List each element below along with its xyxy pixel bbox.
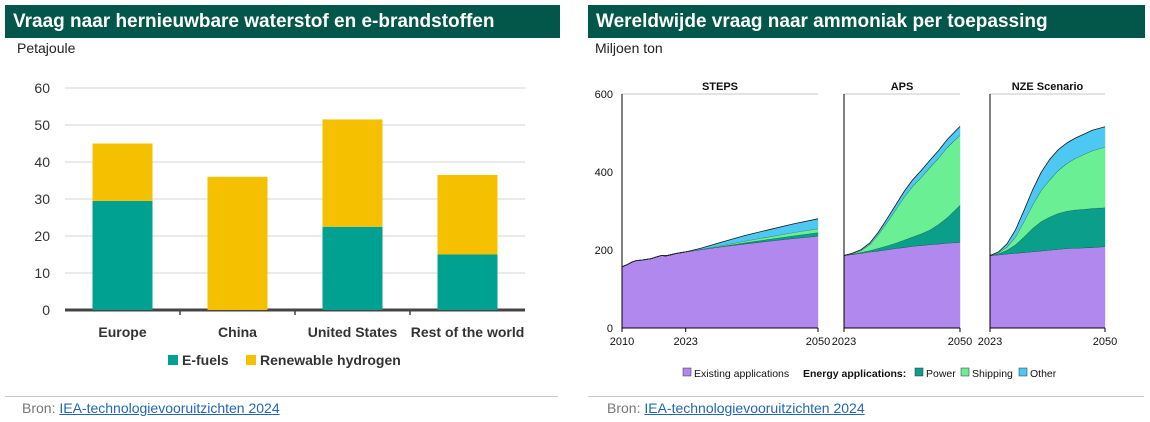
- y-tick-label: 0: [607, 323, 613, 335]
- bar-chart: 0 10 20 30 40 50 60 Europe China United States Res…: [34, 80, 525, 368]
- bar-renewable-hydrogen-china: [207, 176, 268, 310]
- legend-swatch-other: [1018, 367, 1028, 377]
- y-tick-label: 10: [34, 265, 50, 281]
- area-nze-scenario-existing-applications: [989, 246, 1106, 329]
- area-steps-existing-applications: [621, 235, 819, 329]
- y-tick-label: 40: [34, 154, 50, 170]
- x-tick-label: 2023: [978, 336, 1002, 348]
- panel-title-nze-scenario: NZE Scenario: [1012, 81, 1084, 93]
- area-edge: [621, 218, 819, 268]
- x-tick-label: 2023: [673, 336, 697, 348]
- legend-swatch-shipping: [960, 367, 970, 377]
- y-tick-label: 0: [42, 302, 50, 318]
- left-source-link[interactable]: IEA-technologievooruitzichten 2024: [59, 400, 280, 416]
- legend-swatch-e-fuels: [168, 355, 178, 365]
- legend-label-renewable-hydrogen: Renewable hydrogen: [260, 352, 401, 368]
- left-panel: Vraag naar hernieuwbare waterstof en e-b…: [0, 0, 560, 422]
- panel-title-aps: APS: [891, 81, 914, 93]
- bar-renewable-hydrogen-rest-of-the-world: [437, 174, 498, 255]
- left-unit-label: Petajoule: [17, 40, 76, 56]
- x-tick-label: Europe: [98, 324, 146, 340]
- x-tick-label: 2010: [610, 336, 634, 348]
- y-tick-label: 20: [34, 228, 50, 244]
- x-tick-label: 2023: [832, 336, 856, 348]
- x-tick-label: United States: [308, 324, 398, 340]
- y-tick-label: 200: [595, 245, 613, 257]
- legend-swatch-power: [914, 367, 924, 377]
- right-source-link[interactable]: IEA-technologievooruitzichten 2024: [644, 400, 865, 416]
- area-edge: [989, 126, 1106, 256]
- x-tick-label: China: [218, 324, 257, 340]
- legend-label-other: Other: [1030, 368, 1057, 380]
- bar-renewable-hydrogen-europe: [92, 143, 153, 201]
- area-aps-existing-applications: [843, 241, 961, 329]
- legend-label-power: Power: [926, 368, 956, 380]
- right-panel: Wereldwijde vraag naar ammoniak per toep…: [585, 0, 1150, 422]
- y-tick-label: 400: [595, 167, 613, 179]
- left-chart-title: Vraag naar hernieuwbare waterstof en e-b…: [5, 5, 560, 38]
- x-tick-label: 2050: [806, 336, 830, 348]
- right-source: Bron: IEA-technologievooruitzichten 2024: [607, 400, 865, 416]
- legend-label-shipping: Shipping: [972, 368, 1013, 380]
- panel-title-steps: STEPS: [702, 81, 738, 93]
- right-source-prefix: Bron:: [607, 400, 641, 416]
- legend-swatch-renewable-hydrogen: [246, 355, 256, 365]
- right-divider: [588, 396, 1144, 397]
- bar-e-fuels-europe: [92, 200, 153, 310]
- x-tick-label: Rest of the world: [411, 324, 525, 340]
- right-chart-title: Wereldwijde vraag naar ammoniak per toep…: [588, 5, 1145, 38]
- legend-label-e-fuels: E-fuels: [182, 352, 229, 368]
- legend-label-existing-applications: Existing applications: [694, 368, 789, 380]
- x-tick-label: 2050: [948, 336, 972, 348]
- bar-e-fuels-united-states: [322, 226, 383, 310]
- bar-renewable-hydrogen-united-states: [322, 119, 383, 227]
- left-source: Bron: IEA-technologievooruitzichten 2024: [22, 400, 280, 416]
- legend-swatch-existing-applications: [682, 367, 692, 377]
- y-tick-label: 60: [34, 80, 50, 96]
- bar-e-fuels-rest-of-the-world: [437, 254, 498, 310]
- y-tick-label: 50: [34, 117, 50, 133]
- x-tick-label: 2050: [1093, 336, 1117, 348]
- left-divider: [5, 396, 558, 397]
- y-tick-label: 600: [595, 89, 613, 101]
- legend-group-label: Energy applications:: [803, 368, 906, 380]
- left-source-prefix: Bron:: [22, 400, 56, 416]
- right-unit-label: Miljoen ton: [595, 40, 663, 56]
- area-edge: [843, 126, 961, 256]
- y-tick-label: 30: [34, 191, 50, 207]
